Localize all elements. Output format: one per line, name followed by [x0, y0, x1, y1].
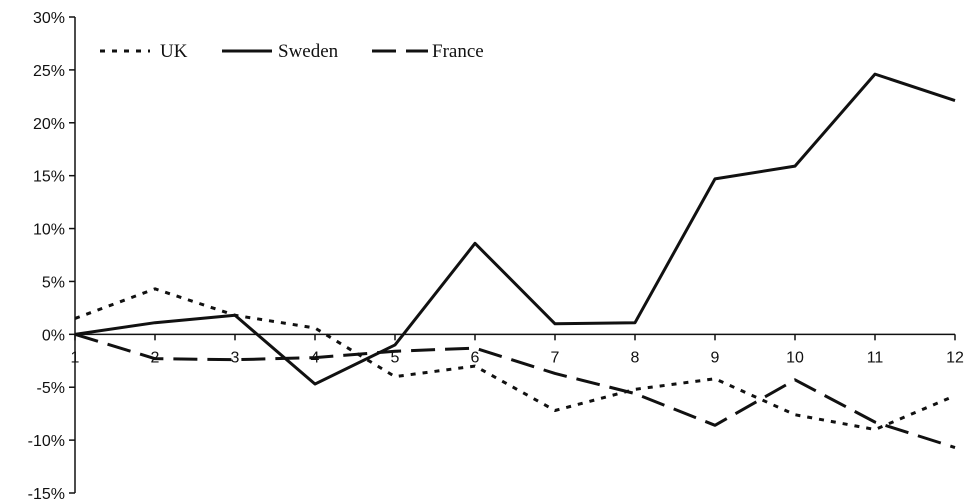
legend: UK Sweden France: [100, 41, 484, 62]
y-tick-label: 0%: [42, 327, 65, 344]
y-tick-label: 15%: [33, 169, 65, 186]
axes: [69, 16, 956, 494]
y-tick-label: 5%: [42, 274, 65, 291]
x-tick-label: 12: [946, 349, 964, 366]
y-tick-label: -10%: [28, 433, 65, 450]
y-tick-label: 10%: [33, 222, 65, 239]
x-tick-label: 7: [551, 349, 560, 366]
y-tick-label: -5%: [37, 380, 65, 397]
legend-label-uk: UK: [160, 41, 188, 62]
series-lines: [74, 72, 956, 449]
x-tick-labels: 1 2 3 4 5 6 7 8 9 10 11 12: [71, 349, 964, 366]
y-tick-label: 25%: [33, 63, 65, 80]
legend-label-sweden: Sweden: [278, 41, 339, 62]
x-tick-label: 1: [71, 349, 80, 366]
x-tick-label: 11: [867, 349, 884, 366]
x-tick-label: 9: [711, 349, 720, 366]
y-tick-label: -15%: [28, 486, 65, 501]
y-tick-label: 30%: [33, 10, 65, 27]
x-tick-label: 5: [391, 349, 400, 366]
series-line-uk: [74, 287, 956, 432]
legend-label-france: France: [432, 41, 484, 62]
series-line-france: [74, 332, 956, 449]
y-tick-labels: 30% 25% 20% 15% 10% 5% 0% -5% -10% -15%: [28, 10, 65, 501]
x-tick-label: 6: [471, 349, 480, 366]
x-tick-label: 10: [786, 349, 804, 366]
y-tick-label: 20%: [33, 116, 65, 133]
x-tick-label: 8: [631, 349, 640, 366]
x-tick-label: 3: [231, 349, 240, 366]
series-line-sweden: [74, 72, 956, 386]
